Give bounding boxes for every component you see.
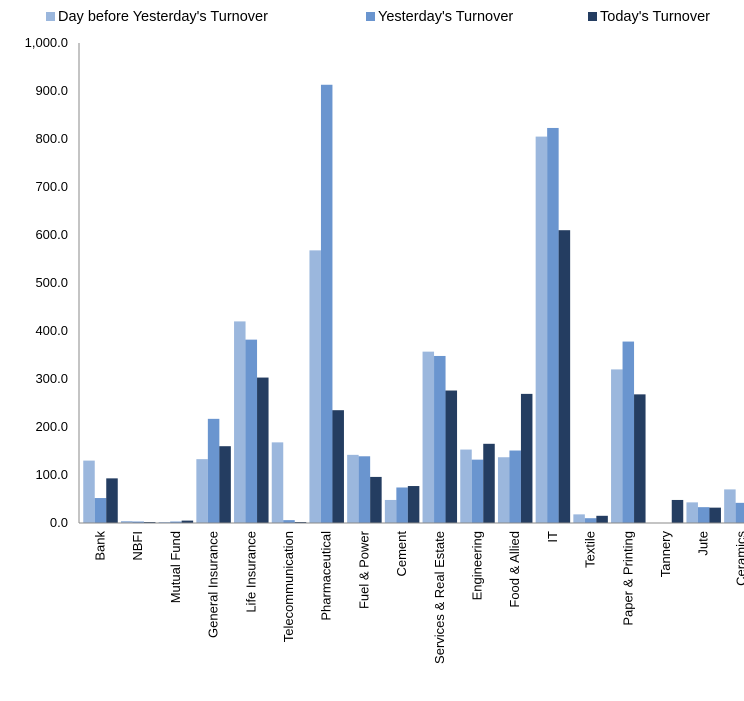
x-tick-label: Engineering: [470, 531, 485, 600]
x-tick-label: Ceramics: [733, 531, 744, 586]
y-tick-label: 800.0: [35, 131, 68, 146]
x-tick-label: Paper & Printing: [620, 531, 635, 626]
bar: [106, 478, 118, 523]
y-tick-label: 200.0: [35, 419, 68, 434]
bar: [95, 498, 107, 523]
bar: [196, 459, 208, 523]
bar: [686, 502, 698, 523]
bar: [698, 507, 710, 523]
x-tick-label: Cement: [394, 531, 409, 577]
y-axis: 0.0 100.0 200.0 300.0 400.0 500.0 600.0 700.0 80…: [25, 35, 79, 530]
x-tick-label: IT: [545, 531, 560, 543]
bar: [736, 503, 744, 523]
bar: [634, 394, 646, 523]
x-tick-label: Fuel & Power: [356, 530, 371, 609]
y-tick-label: 0.0: [50, 515, 68, 530]
x-tick-label: Food & Allied: [507, 531, 522, 608]
bar: [219, 446, 231, 523]
bar: [83, 461, 95, 523]
y-tick-label: 400.0: [35, 323, 68, 338]
bar: [596, 516, 608, 523]
legend-swatch: [366, 12, 375, 21]
bar: [434, 356, 446, 523]
bar: [611, 369, 623, 523]
legend-label: Today's Turnover: [600, 9, 710, 25]
bar: [709, 508, 721, 523]
bar: [498, 457, 510, 523]
bar: [396, 487, 408, 523]
x-tick-label: Textile: [583, 531, 598, 568]
bar: [309, 250, 321, 523]
bar: [408, 486, 420, 523]
bar: [573, 514, 585, 523]
bar: [359, 456, 371, 523]
x-tick-label: NBFI: [130, 531, 145, 561]
bar: [370, 477, 382, 523]
bars: [83, 85, 744, 523]
legend: Day before Yesterday's Turnover Yesterday…: [46, 9, 710, 25]
x-axis: Bank NBFI Mutual Fund General Insurance Life…: [79, 523, 744, 664]
bar: [724, 489, 736, 523]
bar: [446, 391, 458, 523]
bar: [460, 450, 472, 523]
x-tick-label: Tannery: [658, 531, 673, 578]
y-tick-label: 500.0: [35, 275, 68, 290]
bar: [536, 137, 548, 523]
y-tick-label: 600.0: [35, 227, 68, 242]
bar: [547, 128, 559, 523]
bar: [385, 500, 397, 523]
y-tick-label: 300.0: [35, 371, 68, 386]
legend-swatch: [588, 12, 597, 21]
bar: [332, 410, 344, 523]
x-tick-label: Services & Real Estate: [432, 531, 447, 664]
bar: [272, 442, 284, 523]
legend-label: Day before Yesterday's Turnover: [58, 9, 268, 25]
bar: [321, 85, 333, 523]
x-tick-label: Mutual Fund: [168, 531, 183, 603]
x-tick-label: General Insurance: [206, 531, 221, 638]
legend-label: Yesterday's Turnover: [378, 9, 513, 25]
x-tick-label: Telecommunication: [281, 531, 296, 642]
y-tick-label: 1,000.0: [25, 35, 68, 50]
bar: [257, 378, 269, 523]
y-tick-label: 100.0: [35, 467, 68, 482]
bar: [521, 394, 533, 523]
bar: [423, 352, 435, 523]
x-tick-label: Pharmaceutical: [319, 531, 334, 621]
bar: [208, 419, 220, 523]
bar: [585, 518, 597, 523]
x-tick-label: Jute: [696, 531, 711, 556]
y-tick-label: 900.0: [35, 83, 68, 98]
bar: [623, 342, 635, 523]
bar: [559, 230, 571, 523]
bar: [672, 500, 684, 523]
bar: [246, 340, 257, 523]
y-tick-label: 700.0: [35, 179, 68, 194]
bar: [347, 455, 359, 523]
bar: [472, 460, 484, 523]
x-tick-label: Life Insurance: [243, 531, 258, 613]
bar: [483, 444, 495, 523]
bar: [234, 321, 246, 523]
bar: [509, 451, 521, 523]
legend-swatch: [46, 12, 55, 21]
x-tick-label: Bank: [93, 531, 108, 561]
